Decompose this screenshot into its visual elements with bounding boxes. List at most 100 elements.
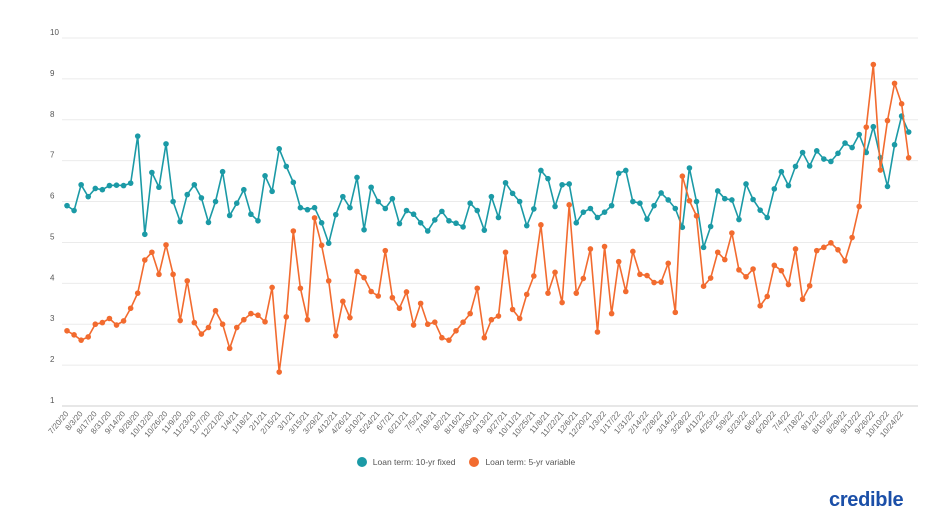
data-point-1-51 xyxy=(424,321,431,328)
data-point-1-79 xyxy=(622,288,629,295)
data-point-1-0 xyxy=(64,327,70,334)
data-point-1-66 xyxy=(531,273,537,279)
data-point-1-62 xyxy=(502,249,509,256)
legend-swatch-orange xyxy=(469,457,480,467)
data-point-0-51 xyxy=(424,228,431,234)
y-tick-label: 8 xyxy=(50,110,55,119)
data-point-1-86 xyxy=(672,309,679,316)
data-point-1-111 xyxy=(849,234,855,241)
data-point-1-35 xyxy=(311,215,318,221)
data-point-1-6 xyxy=(106,315,113,322)
data-point-1-108 xyxy=(828,240,834,246)
data-point-0-31 xyxy=(283,163,290,170)
data-point-0-14 xyxy=(163,141,169,147)
data-point-1-68 xyxy=(545,290,551,296)
data-point-1-77 xyxy=(608,310,615,317)
data-point-1-67 xyxy=(538,222,544,228)
data-point-0-24 xyxy=(233,200,240,206)
data-point-1-64 xyxy=(516,315,523,322)
data-point-1-119 xyxy=(905,155,912,161)
data-point-1-69 xyxy=(552,269,558,276)
data-point-0-37 xyxy=(325,240,332,247)
data-point-1-112 xyxy=(856,203,862,210)
data-point-0-28 xyxy=(262,172,268,179)
data-point-1-72 xyxy=(573,290,580,296)
data-point-0-25 xyxy=(241,186,247,193)
data-point-1-92 xyxy=(714,249,721,256)
data-point-1-45 xyxy=(382,247,389,254)
data-point-1-50 xyxy=(417,300,424,307)
y-tick-label: 10 xyxy=(50,28,59,37)
data-point-1-99 xyxy=(764,293,771,300)
data-point-1-116 xyxy=(884,117,891,124)
data-point-0-104 xyxy=(799,149,806,156)
data-point-1-59 xyxy=(481,334,488,341)
data-point-1-107 xyxy=(821,244,827,251)
data-point-0-105 xyxy=(806,163,813,169)
data-point-0-2 xyxy=(78,181,84,188)
data-point-0-53 xyxy=(439,208,445,215)
data-point-0-13 xyxy=(156,184,162,191)
data-point-0-112 xyxy=(856,131,862,138)
data-point-0-74 xyxy=(587,205,594,212)
data-point-0-80 xyxy=(630,198,636,205)
data-point-0-29 xyxy=(269,188,275,195)
data-point-1-103 xyxy=(792,246,799,252)
data-point-0-85 xyxy=(665,197,672,203)
data-point-1-31 xyxy=(283,314,290,320)
data-point-1-26 xyxy=(248,310,254,317)
data-point-1-101 xyxy=(778,267,785,274)
data-point-0-91 xyxy=(707,223,714,230)
data-point-0-48 xyxy=(403,207,410,214)
data-point-0-89 xyxy=(693,198,700,205)
data-point-1-17 xyxy=(184,278,191,284)
data-point-0-33 xyxy=(297,204,304,211)
data-point-1-30 xyxy=(276,369,282,375)
data-point-0-15 xyxy=(170,198,176,205)
data-point-1-84 xyxy=(658,279,664,285)
data-point-1-54 xyxy=(446,337,452,343)
data-point-1-34 xyxy=(304,316,311,323)
data-point-0-59 xyxy=(481,227,488,233)
data-point-0-34 xyxy=(304,206,311,213)
y-tick-label: 9 xyxy=(50,69,55,78)
data-point-1-9 xyxy=(127,305,134,312)
data-point-0-18 xyxy=(191,181,198,188)
data-point-1-38 xyxy=(332,332,339,339)
data-point-0-43 xyxy=(368,184,374,191)
data-point-1-73 xyxy=(580,275,587,282)
y-tick-label: 2 xyxy=(50,355,55,364)
data-point-0-32 xyxy=(290,179,297,186)
data-point-1-70 xyxy=(559,299,565,306)
y-tick-label: 1 xyxy=(50,396,55,405)
data-point-0-12 xyxy=(149,169,155,176)
data-point-0-81 xyxy=(637,200,643,206)
data-point-0-99 xyxy=(764,214,771,221)
data-point-1-88 xyxy=(686,197,693,204)
data-point-0-93 xyxy=(721,195,728,202)
data-point-1-118 xyxy=(898,101,905,107)
data-point-1-1 xyxy=(71,332,77,338)
data-point-0-40 xyxy=(347,204,353,211)
data-point-0-73 xyxy=(580,209,587,215)
data-point-1-53 xyxy=(439,334,445,341)
data-point-1-52 xyxy=(432,319,438,325)
data-point-1-48 xyxy=(403,289,410,295)
data-point-1-22 xyxy=(219,321,226,328)
data-point-0-67 xyxy=(538,167,544,174)
data-point-1-91 xyxy=(707,275,714,281)
data-point-1-78 xyxy=(615,258,622,265)
data-point-0-106 xyxy=(813,148,820,154)
data-point-1-57 xyxy=(467,310,473,317)
data-point-0-114 xyxy=(870,123,877,130)
data-point-1-15 xyxy=(170,271,176,278)
data-point-0-11 xyxy=(142,231,148,238)
data-point-1-80 xyxy=(630,248,636,255)
data-point-1-87 xyxy=(679,173,686,180)
data-point-1-3 xyxy=(85,334,92,340)
data-point-1-27 xyxy=(255,312,261,319)
data-point-0-27 xyxy=(255,217,261,224)
data-point-1-65 xyxy=(523,291,530,298)
data-point-0-17 xyxy=(184,191,191,198)
data-point-1-83 xyxy=(651,279,657,286)
